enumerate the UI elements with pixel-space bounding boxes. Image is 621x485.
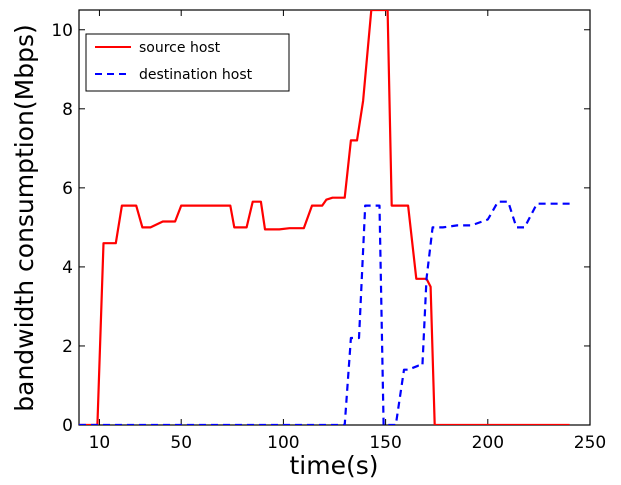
axis-ticks: 10 50 100 150 200 250 0 2 4 6 8 10 (51, 10, 606, 453)
y-tick-label: 8 (62, 100, 73, 120)
x-tick-label: 10 (89, 433, 111, 453)
y-tick-label: 4 (62, 258, 73, 278)
x-tick-label: 250 (574, 433, 606, 453)
legend-box (85, 33, 290, 92)
legend-label-destination: destination host (139, 67, 253, 83)
y-tick-label: 0 (62, 416, 73, 436)
y-tick-label: 6 (62, 179, 73, 199)
x-tick-label: 200 (472, 433, 504, 453)
series-line-destination-host (79, 200, 570, 425)
series-line-source-host (79, 10, 570, 425)
x-tick-label: 100 (267, 433, 299, 453)
x-axis-title: time(s) (289, 451, 378, 480)
legend-label-source: source host (139, 40, 221, 56)
y-tick-label: 2 (62, 337, 73, 357)
legend: source host destination host (85, 33, 290, 92)
series-layer (79, 10, 570, 425)
x-tick-label: 150 (369, 433, 401, 453)
y-axis-title: bandwidth consumption(Mbps) (10, 24, 39, 411)
x-tick-label: 50 (170, 433, 192, 453)
y-tick-label: 10 (51, 21, 73, 41)
